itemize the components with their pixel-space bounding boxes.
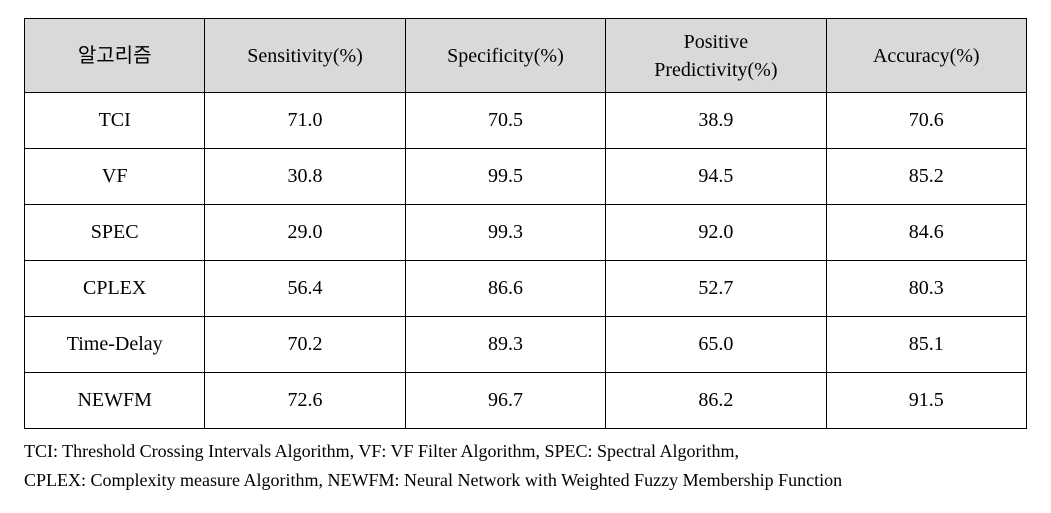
- cell-value: 94.5: [606, 149, 826, 205]
- cell-value: 52.7: [606, 261, 826, 317]
- algorithm-metrics-table: 알고리즘 Sensitivity(%) Specificity(%) Posit…: [24, 18, 1027, 429]
- table-row: TCI 71.0 70.5 38.9 70.6: [25, 93, 1027, 149]
- cell-value: 84.6: [826, 205, 1026, 261]
- header-accuracy: Accuracy(%): [826, 19, 1026, 93]
- cell-value: 71.0: [205, 93, 405, 149]
- table-row: VF 30.8 99.5 94.5 85.2: [25, 149, 1027, 205]
- cell-value: 91.5: [826, 373, 1026, 429]
- cell-value: 85.1: [826, 317, 1026, 373]
- cell-value: 85.2: [826, 149, 1026, 205]
- table-body: TCI 71.0 70.5 38.9 70.6 VF 30.8 99.5 94.…: [25, 93, 1027, 429]
- header-specificity: Specificity(%): [405, 19, 605, 93]
- cell-value: 65.0: [606, 317, 826, 373]
- cell-value: 99.3: [405, 205, 605, 261]
- cell-value: 56.4: [205, 261, 405, 317]
- cell-algo: CPLEX: [25, 261, 205, 317]
- table-row: Time-Delay 70.2 89.3 65.0 85.1: [25, 317, 1027, 373]
- cell-algo: VF: [25, 149, 205, 205]
- header-ppv: PositivePredictivity(%): [606, 19, 826, 93]
- cell-value: 30.8: [205, 149, 405, 205]
- table-row: SPEC 29.0 99.3 92.0 84.6: [25, 205, 1027, 261]
- cell-value: 70.5: [405, 93, 605, 149]
- cell-value: 86.6: [405, 261, 605, 317]
- cell-value: 96.7: [405, 373, 605, 429]
- cell-algo: TCI: [25, 93, 205, 149]
- header-algorithm: 알고리즘: [25, 19, 205, 93]
- cell-value: 80.3: [826, 261, 1026, 317]
- table-footnote: TCI: Threshold Crossing Intervals Algori…: [24, 437, 1027, 495]
- cell-value: 99.5: [405, 149, 605, 205]
- cell-value: 70.2: [205, 317, 405, 373]
- header-sensitivity: Sensitivity(%): [205, 19, 405, 93]
- table-header-row: 알고리즘 Sensitivity(%) Specificity(%) Posit…: [25, 19, 1027, 93]
- cell-value: 38.9: [606, 93, 826, 149]
- footnote-line: CPLEX: Complexity measure Algorithm, NEW…: [24, 466, 1027, 495]
- table-row: CPLEX 56.4 86.6 52.7 80.3: [25, 261, 1027, 317]
- cell-algo: Time-Delay: [25, 317, 205, 373]
- cell-value: 86.2: [606, 373, 826, 429]
- footnote-line: TCI: Threshold Crossing Intervals Algori…: [24, 437, 1027, 466]
- table-row: NEWFM 72.6 96.7 86.2 91.5: [25, 373, 1027, 429]
- cell-value: 89.3: [405, 317, 605, 373]
- cell-algo: NEWFM: [25, 373, 205, 429]
- cell-value: 72.6: [205, 373, 405, 429]
- cell-value: 70.6: [826, 93, 1026, 149]
- cell-algo: SPEC: [25, 205, 205, 261]
- cell-value: 92.0: [606, 205, 826, 261]
- cell-value: 29.0: [205, 205, 405, 261]
